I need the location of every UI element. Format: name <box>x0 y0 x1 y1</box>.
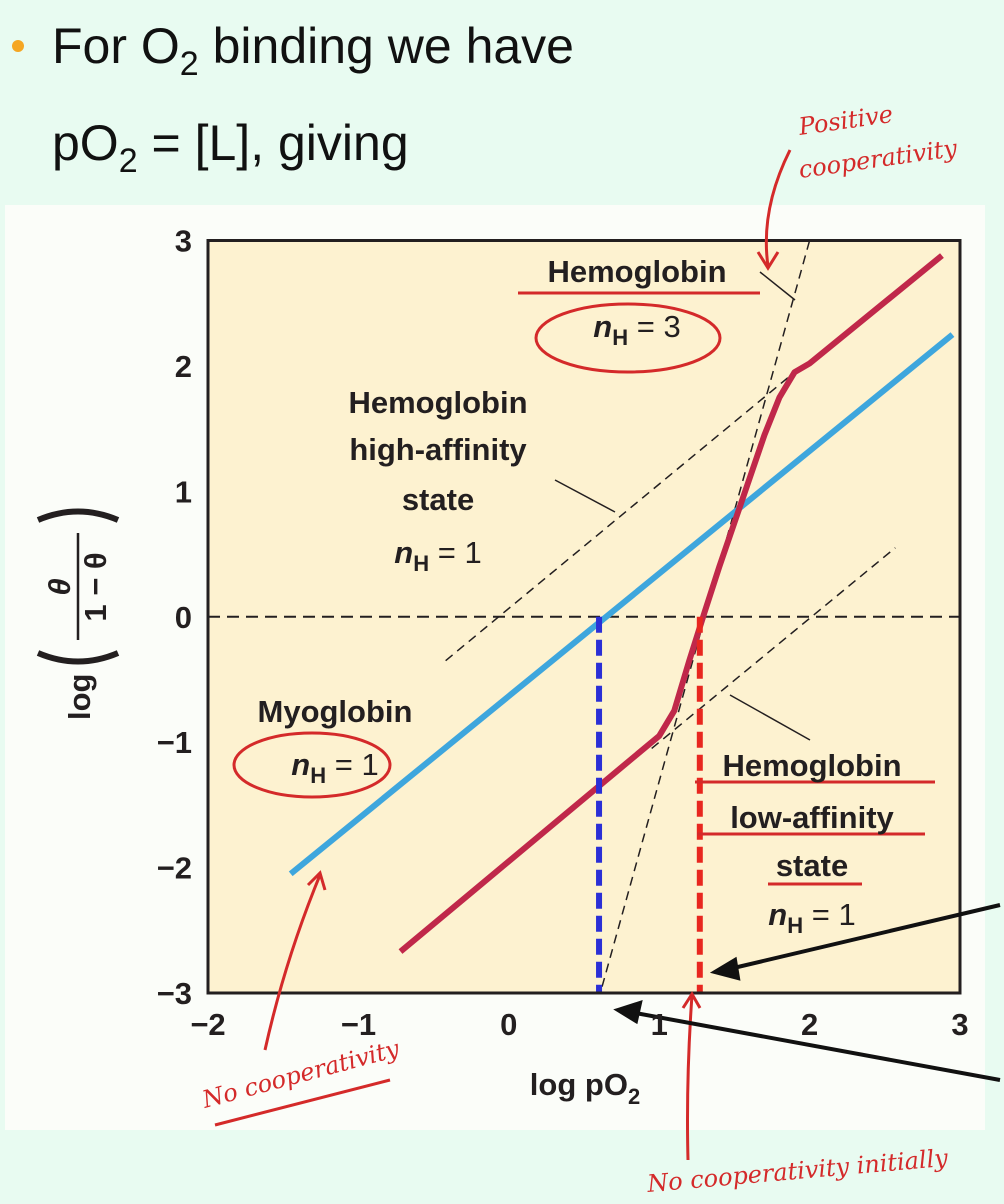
y-tick-label: −3 <box>157 976 192 1011</box>
circle <box>534 302 722 374</box>
annotation-line: high-affinity <box>349 432 527 467</box>
symbol: n <box>394 535 413 570</box>
text-part: For O <box>52 18 180 74</box>
hill-coefficient: nH = 1 <box>768 897 855 938</box>
text-part: = [L], giving <box>138 115 409 171</box>
subscript: H <box>310 763 326 788</box>
text-part: = 1 <box>429 535 482 570</box>
y-label-denominator: 1 − θ <box>78 552 113 621</box>
leader-line <box>759 271 796 301</box>
subscript: H <box>612 325 628 350</box>
subscript: H <box>787 913 803 938</box>
subscript: 2 <box>628 1084 640 1109</box>
bullet-text: pO2 = [L], giving <box>52 115 409 180</box>
annotation-line: state <box>402 482 474 517</box>
annotation-line: Hemoglobin <box>348 385 527 420</box>
series-line <box>398 253 944 954</box>
circle <box>232 731 392 799</box>
subscript: 2 <box>180 45 199 83</box>
text-part: log pO <box>530 1067 628 1102</box>
text-part: binding we have <box>199 18 574 74</box>
y-label-numerator: θ <box>42 578 77 595</box>
x-tick-label: 0 <box>500 1007 517 1042</box>
x-tick-label: 3 <box>951 1007 968 1042</box>
annotation-line: Myoglobin <box>258 694 413 729</box>
chart-layer <box>208 240 960 993</box>
hill-coefficient: nH = 1 <box>291 747 378 788</box>
hill-coefficient: nH = 1 <box>394 535 481 576</box>
symbol: n <box>768 897 787 932</box>
symbol: n <box>593 309 612 344</box>
leader-line <box>729 694 811 741</box>
annotation-line: low-affinity <box>730 800 894 835</box>
text-part: = 1 <box>326 747 379 782</box>
reference-line <box>601 240 811 987</box>
arrow <box>629 1010 1001 1082</box>
y-tick-label: 2 <box>175 349 192 384</box>
arrow <box>263 870 327 1051</box>
annotation-line: Hemoglobin <box>722 748 901 783</box>
paren <box>36 508 120 523</box>
x-axis-label: log pO2 <box>530 1067 640 1109</box>
x-tick-label: −2 <box>190 1007 225 1042</box>
y-tick-label: 1 <box>175 474 192 509</box>
x-tick-label: 1 <box>651 1007 668 1042</box>
y-tick-label: −1 <box>157 725 192 760</box>
hill-coefficient: nH = 3 <box>593 309 680 350</box>
handwriting <box>214 149 935 1161</box>
bullet-dot <box>12 40 24 52</box>
arrow <box>756 149 792 271</box>
annotation-line: Hemoglobin <box>547 254 726 289</box>
black-arrows <box>613 903 1001 1082</box>
x-tick-label: −1 <box>341 1007 376 1042</box>
y-tick-label: 0 <box>175 600 192 635</box>
y-axis-label: log θ 1 − θ <box>36 508 120 721</box>
subscript: 2 <box>119 142 138 180</box>
reference-line <box>651 547 896 750</box>
reference-line <box>445 371 796 662</box>
annotation-line: state <box>776 848 848 883</box>
text-part: pO <box>52 115 119 171</box>
plot-frame <box>206 239 962 995</box>
subscript: H <box>413 551 429 576</box>
arrow <box>724 903 1001 972</box>
y-label-prefix: log <box>62 674 97 721</box>
y-tick-label: 3 <box>175 224 192 259</box>
leader-line <box>554 479 616 513</box>
bullet-text: For O2 binding we have <box>52 18 574 83</box>
arrowhead <box>709 956 741 981</box>
y-tick-label: −2 <box>157 851 192 886</box>
x-tick-label: 2 <box>801 1007 818 1042</box>
arrowhead <box>613 1000 643 1025</box>
underline <box>214 1078 391 1127</box>
text-part: = 3 <box>628 309 681 344</box>
series-line <box>288 332 955 877</box>
symbol: n <box>291 747 310 782</box>
arrow <box>681 991 702 1161</box>
text-part: = 1 <box>803 897 856 932</box>
paren <box>36 650 120 665</box>
